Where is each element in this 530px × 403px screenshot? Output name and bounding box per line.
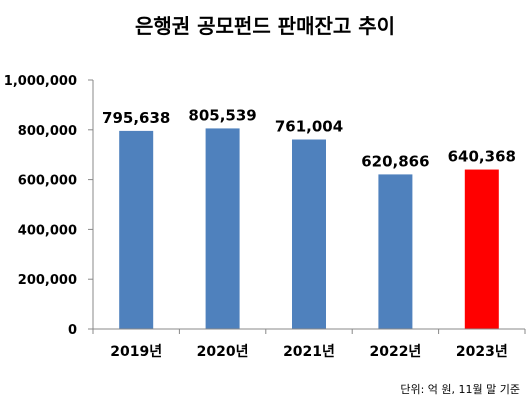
y-axis: 0 200,000 400,000 600,000 800,000 1,000,000 — [4, 74, 94, 338]
data-label: 805,539 — [188, 106, 256, 124]
data-label: 761,004 — [275, 118, 343, 136]
bar — [378, 174, 413, 329]
x-tick-label: 2020년 — [197, 344, 249, 360]
bars: 795,638 805,539 761,004 620,866 640,368 — [102, 106, 516, 329]
data-label: 640,368 — [448, 148, 516, 166]
x-tick-label: 2019년 — [110, 344, 162, 360]
data-label: 620,866 — [361, 152, 429, 170]
bar — [205, 128, 240, 329]
y-tick-label: 400,000 — [18, 223, 77, 238]
x-axis: 2019년 2020년 2021년 2022년 2023년 — [92, 328, 526, 360]
unit-note: 단위: 억 원, 11월 말 기준 — [400, 383, 520, 396]
chart-title: 은행권 공모펀드 판매잔고 추이 — [135, 14, 395, 38]
y-tick-label: 1,000,000 — [4, 74, 77, 89]
y-tick-label: 800,000 — [18, 124, 77, 139]
data-label: 795,638 — [102, 109, 170, 127]
y-tick-label: 600,000 — [18, 174, 77, 189]
x-tick-label: 2023년 — [456, 344, 508, 360]
bar — [464, 169, 499, 329]
y-tick-label: 200,000 — [18, 273, 77, 288]
x-tick-label: 2022년 — [369, 344, 421, 360]
y-tick-label: 0 — [68, 323, 77, 338]
bar — [119, 130, 154, 329]
bar — [292, 139, 326, 329]
x-tick-label: 2021년 — [283, 344, 335, 360]
